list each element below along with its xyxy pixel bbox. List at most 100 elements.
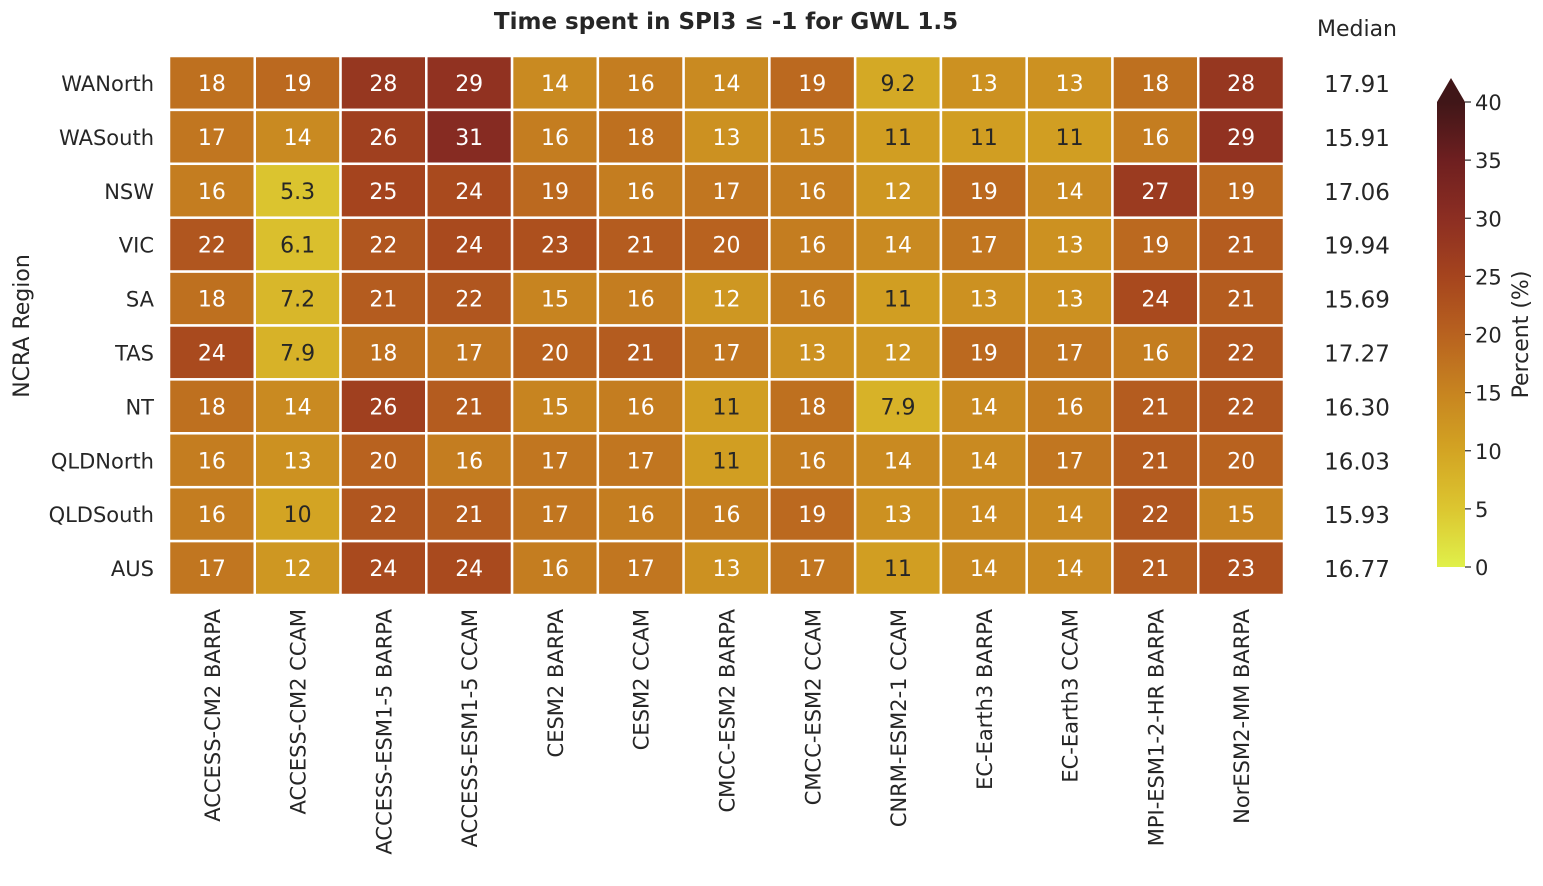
cell-value-label: 19 — [1141, 234, 1169, 259]
heatmap-cell — [1196, 432, 1286, 489]
cell-value-label: 16 — [1141, 126, 1169, 151]
cell-value-label: 13 — [713, 126, 741, 151]
cell-value-label: 16 — [713, 503, 741, 528]
cell-value-label: 16 — [627, 395, 655, 420]
cell-value-label: 12 — [284, 557, 312, 582]
cell-value-label: 10 — [284, 503, 312, 528]
cell-value-label: 7.9 — [881, 395, 916, 420]
median-value: 19.94 — [1324, 234, 1390, 260]
cell-value-label: 15 — [541, 395, 569, 420]
cell-value-label: 23 — [541, 234, 569, 259]
heatmap-cell — [1196, 216, 1286, 273]
column-label: CNRM-ESM2-1 CCAM — [887, 609, 911, 827]
cell-value-label: 16 — [627, 288, 655, 313]
row-label: QLDNorth — [51, 449, 154, 473]
median-value: 17.27 — [1324, 341, 1390, 367]
heatmap-cell — [339, 270, 428, 327]
colorbar-tick-label: 25 — [1475, 265, 1502, 289]
row-label: NT — [125, 395, 154, 419]
heatmap-cell — [339, 539, 428, 597]
median-value: 17.91 — [1324, 72, 1390, 98]
heatmap-cell — [1196, 539, 1286, 597]
column-label: MPI-ESM1-2-HR BARPA — [1144, 608, 1168, 846]
colorbar: 0 5 10 15 20 25 30 35 40 Percent (%) — [1437, 78, 1534, 580]
cell-value-label: 15 — [1227, 503, 1255, 528]
cell-value-label: 14 — [970, 557, 998, 582]
heatmap-cell — [1025, 378, 1114, 435]
cell-value-label: 13 — [798, 341, 826, 366]
column-label: EC-Earth3 BARPA — [973, 608, 997, 790]
cell-value-label: 16 — [455, 449, 483, 474]
cell-value-label: 17 — [1056, 449, 1084, 474]
heatmap-cell — [1025, 539, 1114, 597]
colorbar-tick-label: 30 — [1475, 207, 1502, 231]
cell-value-label: 13 — [1056, 234, 1084, 259]
heatmap-cell — [682, 324, 771, 381]
heatmap-cell — [339, 324, 428, 381]
heatmap-cell — [1111, 432, 1200, 489]
heatmap-cell — [768, 108, 857, 166]
cell-value-label: 16 — [627, 72, 655, 97]
heatmap-cell — [939, 162, 1028, 219]
cell-value-label: 24 — [1141, 288, 1169, 313]
cell-value-label: 14 — [970, 395, 998, 420]
cell-value-label: 19 — [798, 72, 826, 97]
median-value: 15.69 — [1324, 288, 1390, 314]
heatmap-cell — [682, 216, 771, 273]
heatmap-cell — [939, 324, 1028, 381]
median-value: 17.06 — [1324, 180, 1390, 206]
heatmap-cell — [425, 539, 514, 597]
cell-value-label: 17 — [970, 234, 998, 259]
cell-value-label: 14 — [884, 234, 912, 259]
heatmap-cell — [510, 162, 600, 219]
heatmap-cell — [682, 378, 771, 435]
heatmap-cell — [167, 162, 257, 219]
y-axis-label: NCRA Region — [10, 254, 35, 398]
heatmap-cell — [425, 108, 514, 166]
heatmap-cell — [682, 270, 771, 327]
heatmap-cell — [853, 378, 943, 435]
column-label: ACCESS-CM2 CCAM — [287, 609, 311, 814]
cell-value-label: 21 — [369, 288, 397, 313]
heatmap-cell — [768, 485, 857, 543]
cell-value-label: 5.3 — [280, 180, 315, 205]
row-label: TAS — [114, 341, 154, 365]
column-labels: ACCESS-CM2 BARPA ACCESS-CM2 CCAM ACCESS-ES… — [201, 608, 1254, 854]
cell-value-label: 17 — [198, 557, 226, 582]
heatmap-cell — [596, 432, 685, 489]
median-values: 17.91 15.91 17.06 19.94 15.69 17.27 16.30 16.03… — [1324, 72, 1390, 583]
colorbar-extend-arrow — [1437, 78, 1465, 102]
heatmap-cell — [425, 378, 514, 435]
cell-value-label: 13 — [970, 288, 998, 313]
row-label: AUS — [111, 557, 154, 581]
cell-value-label: 27 — [1141, 180, 1169, 205]
cell-value-label: 12 — [884, 341, 912, 366]
cell-value-label: 18 — [198, 395, 226, 420]
heatmap-cell — [253, 270, 342, 327]
cell-value-label: 13 — [884, 503, 912, 528]
cell-value-label: 24 — [455, 557, 483, 582]
cell-value-label: 26 — [369, 395, 397, 420]
cell-value-label: 13 — [284, 449, 312, 474]
cell-value-label: 17 — [627, 449, 655, 474]
cell-value-label: 14 — [1056, 503, 1084, 528]
cell-value-label: 14 — [541, 72, 569, 97]
heatmap-cell — [425, 270, 514, 327]
heatmap-cell — [167, 270, 257, 327]
cell-value-label: 13 — [713, 557, 741, 582]
heatmap-cell — [596, 54, 685, 112]
heatmap-cell — [1196, 270, 1286, 327]
cell-value-label: 21 — [1227, 234, 1255, 259]
cell-value-label: 17 — [798, 557, 826, 582]
cell-value-label: 16 — [1141, 341, 1169, 366]
cell-value-label: 16 — [798, 288, 826, 313]
cell-value-label: 11 — [970, 126, 998, 151]
heatmap-cell — [682, 432, 771, 489]
heatmap-cell — [939, 216, 1028, 273]
heatmap-cell — [253, 324, 342, 381]
cell-value-label: 16 — [541, 126, 569, 151]
heatmap-cell — [167, 54, 257, 112]
cell-value-label: 29 — [455, 72, 483, 97]
colorbar-gradient — [1437, 102, 1465, 567]
heatmap-cell — [339, 378, 428, 435]
